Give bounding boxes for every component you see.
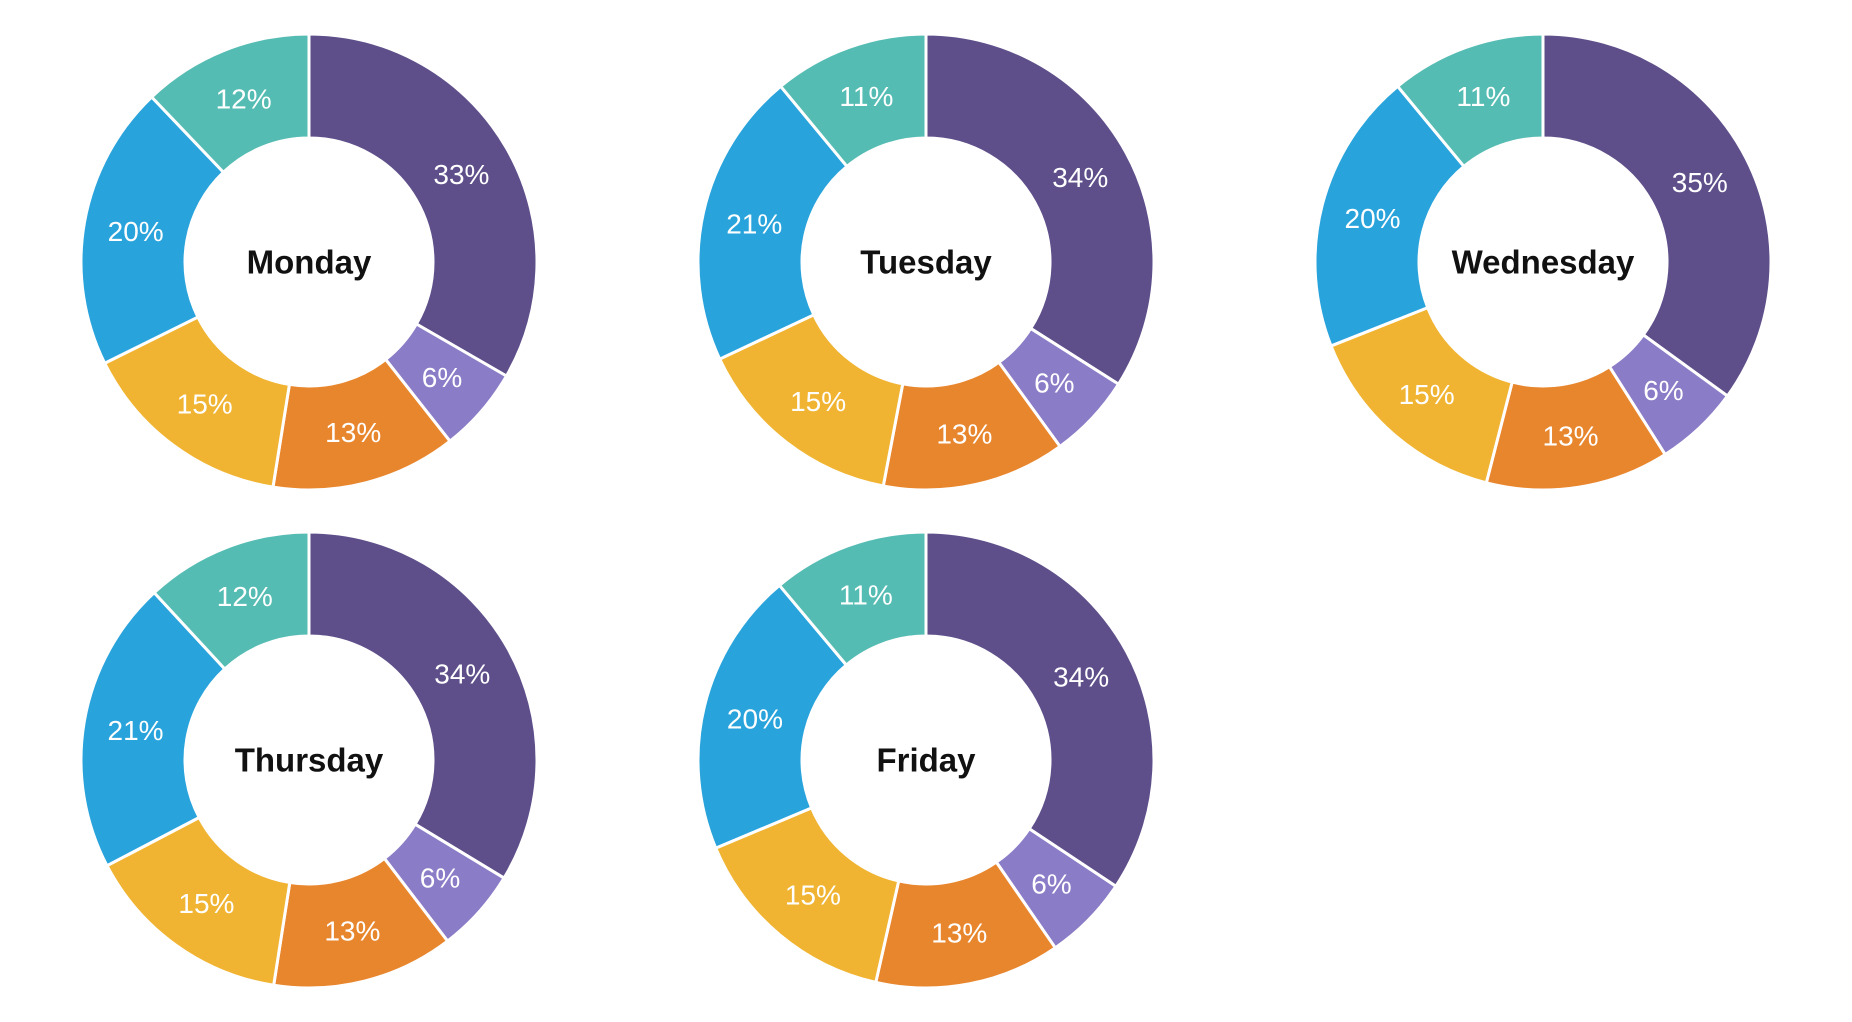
segment-label-friday-4: 15% xyxy=(785,880,841,911)
segment-label-wednesday-1: 35% xyxy=(1672,167,1728,198)
segment-label-thursday-2: 6% xyxy=(420,862,460,893)
segment-label-friday-2: 6% xyxy=(1031,868,1071,899)
segment-label-monday-4: 15% xyxy=(177,389,233,420)
segment-label-tuesday-5: 21% xyxy=(726,208,782,239)
segment-label-tuesday-2: 6% xyxy=(1034,367,1074,398)
segment-label-thursday-3: 13% xyxy=(324,915,380,946)
donut-segment-thursday-6 xyxy=(152,530,311,671)
donut-segment-thursday-1 xyxy=(307,530,539,880)
segment-label-friday-6: 11% xyxy=(839,579,893,610)
donut-chart-monday: 33% 6% 13% 15% 20% 12% Monday xyxy=(79,32,539,492)
donut-segment-wednesday-6 xyxy=(1396,32,1545,168)
donut-chart-tuesday: 34% 6% 13% 15% 21% 11% Tuesday xyxy=(696,32,1156,492)
chart-center-title-wednesday: Wednesday xyxy=(1452,244,1635,281)
donut-segment-tuesday-6 xyxy=(779,32,928,168)
chart-center-title-friday: Friday xyxy=(876,742,976,779)
segment-label-wednesday-3: 13% xyxy=(1543,421,1599,452)
donut-segment-monday-5 xyxy=(79,95,225,365)
segment-label-tuesday-6: 11% xyxy=(839,81,893,112)
donut-segment-friday-4 xyxy=(714,806,901,984)
donut-segment-friday-1 xyxy=(924,530,1156,888)
segment-label-thursday-1: 34% xyxy=(434,658,490,689)
segment-label-monday-6: 12% xyxy=(216,83,272,114)
chart-center-title-thursday: Thursday xyxy=(235,742,384,779)
segment-label-tuesday-1: 34% xyxy=(1052,162,1108,193)
segment-label-friday-5: 20% xyxy=(727,703,783,734)
donut-segment-thursday-5 xyxy=(79,591,227,868)
segment-label-thursday-5: 21% xyxy=(108,715,164,746)
donut-chart-wednesday: 35% 6% 13% 15% 20% 11% Wednesday xyxy=(1313,32,1773,492)
donut-segment-friday-6 xyxy=(777,530,928,667)
segment-label-tuesday-3: 13% xyxy=(936,419,992,450)
chart-center-title-monday: Monday xyxy=(247,244,372,281)
segment-label-monday-5: 20% xyxy=(108,216,164,247)
donut-segment-tuesday-5 xyxy=(696,84,849,361)
segment-label-wednesday-6: 11% xyxy=(1456,81,1510,112)
donut-segment-friday-5 xyxy=(696,583,848,850)
donut-chart-friday: 34% 6% 13% 15% 20% 11% Friday xyxy=(696,530,1156,990)
segment-label-friday-1: 34% xyxy=(1053,662,1109,693)
segment-label-thursday-6: 12% xyxy=(217,581,273,612)
segment-label-thursday-4: 15% xyxy=(178,888,234,919)
donut-segment-monday-4 xyxy=(103,315,291,489)
segment-label-tuesday-4: 15% xyxy=(790,386,846,417)
segment-label-wednesday-4: 15% xyxy=(1399,379,1455,410)
segment-label-monday-1: 33% xyxy=(433,159,489,190)
segment-label-monday-2: 6% xyxy=(422,362,462,393)
segment-label-wednesday-2: 6% xyxy=(1643,375,1683,406)
donut-segment-tuesday-1 xyxy=(924,32,1156,386)
segment-label-monday-3: 13% xyxy=(325,417,381,448)
donut-segment-monday-1 xyxy=(307,32,539,378)
donut-chart-thursday: 34% 6% 13% 15% 21% 12% Thursday xyxy=(79,530,539,990)
donut-segment-tuesday-4 xyxy=(718,313,905,488)
donut-segment-wednesday-1 xyxy=(1541,32,1773,398)
donut-segment-wednesday-5 xyxy=(1313,84,1466,348)
donut-segment-wednesday-4 xyxy=(1329,306,1514,485)
segment-label-friday-3: 13% xyxy=(931,918,987,949)
chart-center-title-tuesday: Tuesday xyxy=(860,244,992,281)
donut-segment-monday-6 xyxy=(150,32,311,174)
segment-label-wednesday-5: 20% xyxy=(1345,203,1401,234)
